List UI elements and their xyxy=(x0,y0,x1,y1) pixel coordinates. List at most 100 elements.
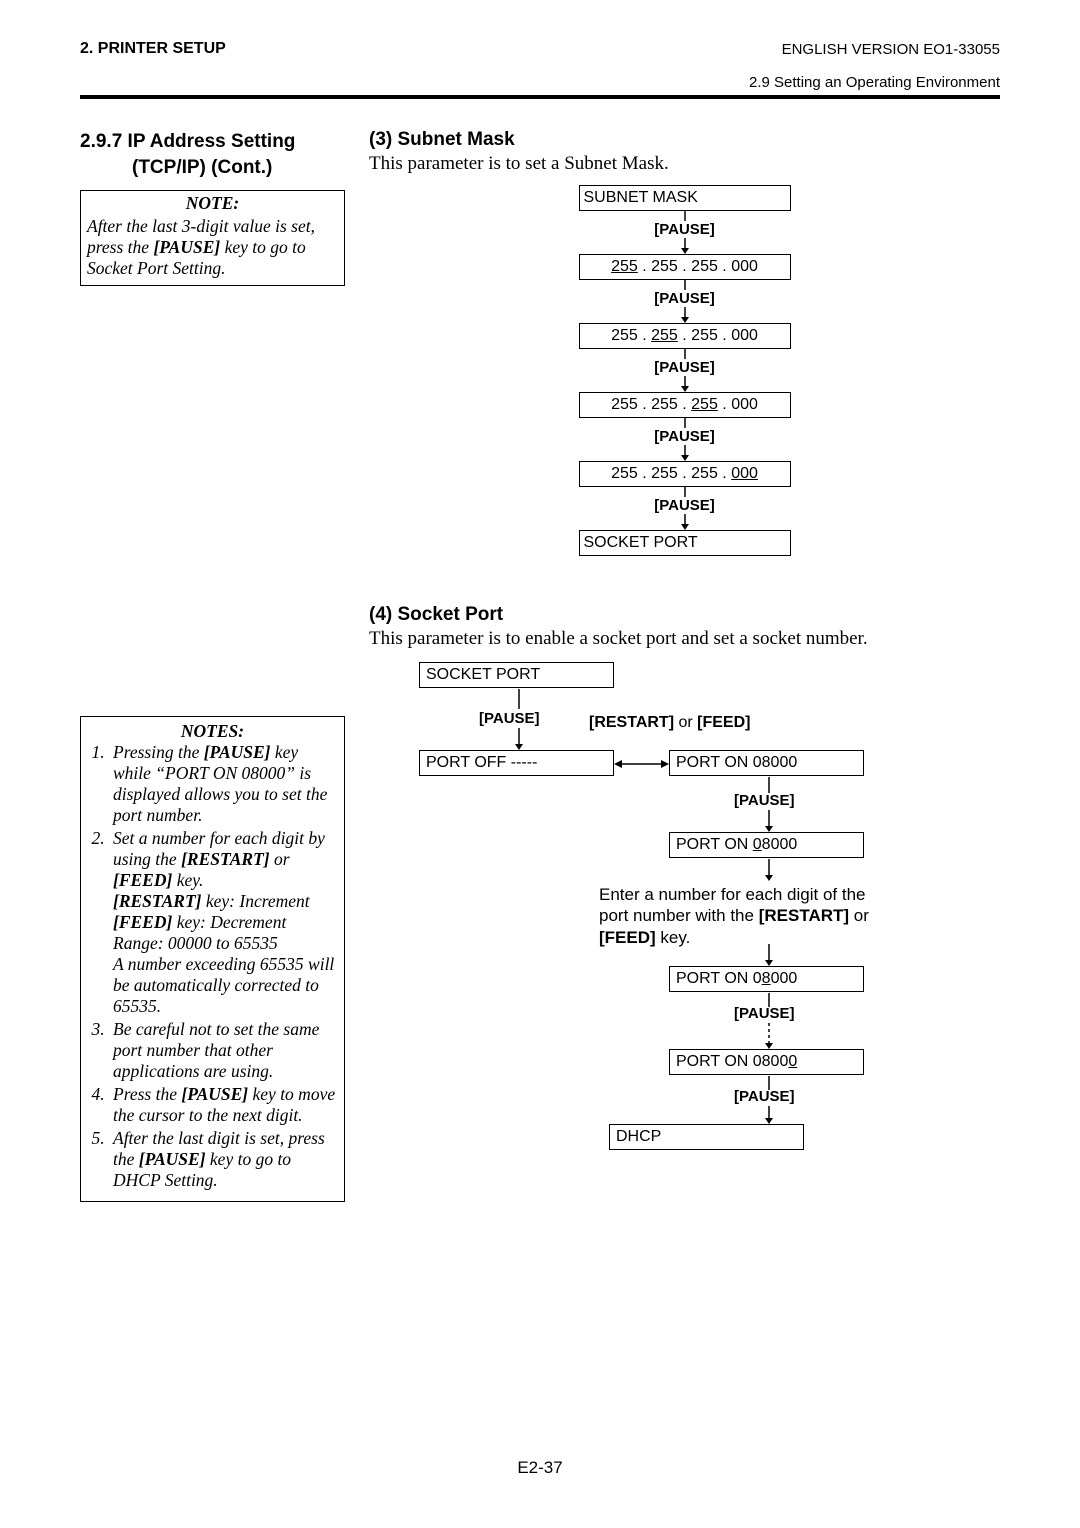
notes-text: Be careful not to set the same port numb… xyxy=(113,1019,319,1081)
ip-rest: . 000 xyxy=(718,396,758,413)
notes-key: [RESTART] xyxy=(113,891,202,911)
flow-box-subnet-mask: SUBNET MASK xyxy=(579,185,791,211)
flow-connector xyxy=(759,777,779,793)
arrow-down-icon xyxy=(759,810,779,832)
content-area: 2.9.7 IP Address Setting (TCP/IP) (Cont.… xyxy=(80,129,1000,1202)
left-column: 2.9.7 IP Address Setting (TCP/IP) (Cont.… xyxy=(80,129,345,1202)
ip-octet: 000 xyxy=(731,465,758,482)
sub4-heading: (4) Socket Port xyxy=(369,604,1000,626)
arrow-down-dashed-icon xyxy=(759,1023,779,1049)
flow-label-pause: [PAUSE] xyxy=(734,1088,795,1105)
ip-octet: 255 xyxy=(651,327,678,344)
flow-box-port-off: PORT OFF ----- xyxy=(419,750,614,776)
flow-box-port-on-2: PORT ON 08000 xyxy=(669,832,864,858)
flow-label-pause: [PAUSE] xyxy=(734,1005,795,1022)
flow-connector xyxy=(675,418,695,428)
ip-rest: . 255 . 000 xyxy=(678,327,758,344)
notes-item-5: After the last digit is set, press the [… xyxy=(109,1128,338,1191)
page-number: E2-37 xyxy=(0,1458,1080,1478)
text: PORT ON 0800 xyxy=(676,1053,788,1070)
ip-octet: 255 xyxy=(611,258,638,275)
digit: 0 xyxy=(788,1053,797,1070)
flow-label-pause: [PAUSE] xyxy=(654,221,715,238)
sub3-heading: (3) Subnet Mask xyxy=(369,129,1000,151)
arrow-down-icon xyxy=(675,307,695,323)
notes-list: Pressing the [PAUSE] key while “PORT ON … xyxy=(87,742,338,1191)
notes-key: [PAUSE] xyxy=(181,1084,248,1104)
flow-connector xyxy=(675,349,695,359)
flow-box-socket-port: SOCKET PORT xyxy=(419,662,614,688)
note-line2: press the [PAUSE] key to go to xyxy=(87,237,338,258)
notes-title: NOTES: xyxy=(87,721,338,742)
notes-text: key: Increment xyxy=(202,891,310,911)
text: or xyxy=(674,714,697,731)
flow-instruction: Enter a number for each digit of the por… xyxy=(599,884,929,948)
notes-key: [FEED] xyxy=(113,870,172,890)
flow-box-ip3: 255 . 255 . 255 . 000 xyxy=(579,392,791,418)
section-title-line2: (TCP/IP) (Cont.) xyxy=(132,157,272,178)
ip-rest: 255 . 255 . 255 . xyxy=(611,465,731,482)
notes-text: Press the xyxy=(113,1084,181,1104)
notes-item-4: Press the [PAUSE] key to move the cursor… xyxy=(109,1084,338,1126)
header-right: ENGLISH VERSION EO1-33055 xyxy=(782,41,1000,58)
flow-box-port-on-1: PORT ON 08000 xyxy=(669,750,864,776)
ip-octet: 255 xyxy=(691,396,718,413)
arrow-down-icon xyxy=(675,445,695,461)
notes-item-2: Set a number for each digit by using the… xyxy=(109,828,338,1017)
notes-item-1: Pressing the [PAUSE] key while “PORT ON … xyxy=(109,742,338,826)
socket-flow-diagram: SOCKET PORT [PAUSE] [RESTART] or [FEED] … xyxy=(399,662,959,1182)
header-subtitle: 2.9 Setting an Operating Environment xyxy=(80,74,1000,91)
key-label: [RESTART] xyxy=(589,714,674,731)
header-rule xyxy=(80,95,1000,99)
arrow-down-icon xyxy=(675,238,695,254)
flow-box-ip2: 255 . 255 . 255 . 000 xyxy=(579,323,791,349)
text: 8000 xyxy=(762,836,798,853)
note-box-1: NOTE: After the last 3-digit value is se… xyxy=(80,190,345,286)
flow-connector xyxy=(675,280,695,290)
flow-box-dhcp: DHCP xyxy=(609,1124,804,1150)
subnet-flow-diagram: SUBNET MASK [PAUSE] 255 . 255 . 255 . 00… xyxy=(579,185,791,556)
note-text: After the last 3-digit value is set, xyxy=(87,216,315,236)
text: PORT ON 0 xyxy=(676,970,762,987)
notes-key: [FEED] xyxy=(113,912,172,932)
ip-rest: . 255 . 255 . 000 xyxy=(638,258,758,275)
flow-label-pause: [PAUSE] xyxy=(654,497,715,514)
arrow-down-icon xyxy=(759,859,779,881)
flow-label-pause: [PAUSE] xyxy=(654,428,715,445)
flow-connector xyxy=(675,487,695,497)
notes-text: or xyxy=(270,849,290,869)
flow-box-ip1: 255 . 255 . 255 . 000 xyxy=(579,254,791,280)
key-label: [FEED] xyxy=(599,928,656,947)
flow-label-pause: [PAUSE] xyxy=(734,792,795,809)
flow-label-restart-feed: [RESTART] or [FEED] xyxy=(589,714,750,732)
note-line3: Socket Port Setting. xyxy=(87,258,338,279)
flow-box-port-on-3: PORT ON 08000 xyxy=(669,966,864,992)
sub4-text: This parameter is to enable a socket por… xyxy=(369,628,1000,650)
right-column: (3) Subnet Mask This parameter is to set… xyxy=(345,129,1000,1202)
text: or xyxy=(849,906,869,925)
note-text: Socket Port Setting. xyxy=(87,258,226,278)
flow-label-pause: [PAUSE] xyxy=(654,290,715,307)
sub3-text: This parameter is to set a Subnet Mask. xyxy=(369,153,1000,175)
spacer xyxy=(369,556,1000,604)
spacer xyxy=(80,286,345,716)
arrow-down-icon xyxy=(675,376,695,392)
flow-label-pause: [PAUSE] xyxy=(479,710,540,727)
notes-text: Pressing the xyxy=(113,742,204,762)
note-key: [PAUSE] xyxy=(153,237,220,257)
notes-item-3: Be careful not to set the same port numb… xyxy=(109,1019,338,1082)
arrow-down-icon xyxy=(759,1106,779,1124)
text: port number with the xyxy=(599,906,759,925)
digit: 8 xyxy=(762,970,771,987)
notes-text: key: Decrement xyxy=(172,912,286,932)
notes-text: A number exceeding 65535 will be automat… xyxy=(113,954,334,1016)
flow-connector xyxy=(675,211,695,221)
note-title: NOTE: xyxy=(87,193,338,214)
page-header: 2. PRINTER SETUP ENGLISH VERSION EO1-330… xyxy=(80,40,1000,58)
key-label: [RESTART] xyxy=(759,906,849,925)
header-left: 2. PRINTER SETUP xyxy=(80,40,226,58)
arrow-down-icon xyxy=(675,514,695,530)
notes-key: [PAUSE] xyxy=(139,1149,206,1169)
note-line1: After the last 3-digit value is set, xyxy=(87,216,338,237)
text: key. xyxy=(656,928,691,947)
